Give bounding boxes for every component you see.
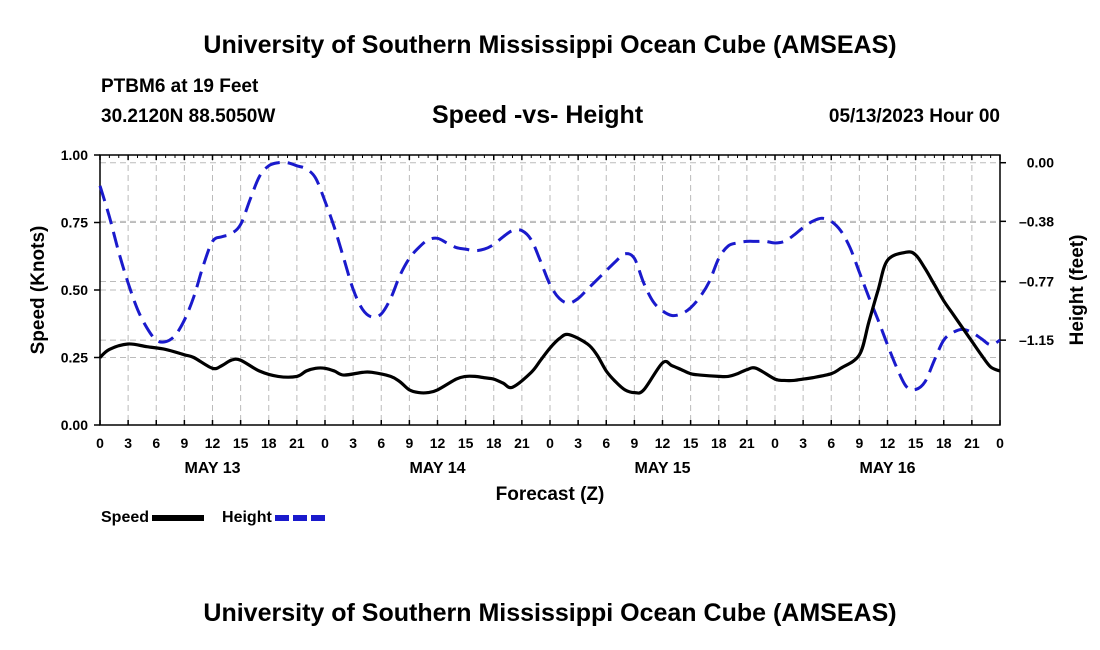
x-tick-label: 0 — [996, 435, 1004, 451]
x-tick-label: 21 — [964, 435, 980, 451]
x-tick-label: 9 — [405, 435, 413, 451]
day-label: MAY 13 — [184, 460, 240, 477]
x-tick-label: 0 — [546, 435, 554, 451]
legend-speed-swatch — [152, 515, 205, 521]
y2-axis-title: Height (feet) — [1067, 235, 1088, 346]
forecast-datetime: 05/13/2023 Hour 00 — [828, 106, 1000, 127]
day-label: MAY 15 — [634, 460, 690, 477]
x-tick-label: 15 — [908, 435, 924, 451]
y-axis-title: Speed (Knots) — [28, 226, 49, 355]
x-tick-label: 3 — [349, 435, 357, 451]
x-tick-label: 3 — [799, 435, 807, 451]
x-tick-label: 18 — [486, 435, 502, 451]
y2-tick-label: 0.00 — [1027, 155, 1054, 171]
x-tick-label: 12 — [205, 435, 221, 451]
legend-height-label: Height — [222, 509, 272, 526]
day-label: MAY 16 — [859, 460, 915, 477]
x-axis-title: Forecast (Z) — [496, 484, 605, 505]
x-tick-label: 6 — [377, 435, 385, 451]
x-tick-label: 0 — [96, 435, 104, 451]
x-tick-label: 6 — [827, 435, 835, 451]
x-tick-label: 21 — [289, 435, 305, 451]
y-tick-label: 0.25 — [61, 350, 88, 366]
main-title: University of Southern Mississippi Ocean… — [203, 31, 897, 59]
x-tick-label: 12 — [880, 435, 896, 451]
x-tick-label: 6 — [602, 435, 610, 451]
plot-frame — [99, 154, 1001, 426]
x-tick-label: 0 — [321, 435, 329, 451]
x-tick-label: 6 — [152, 435, 160, 451]
coordinates-label: 30.2120N 88.5050W — [101, 106, 276, 127]
y-tick-label: 1.00 — [61, 147, 88, 163]
x-tick-label: 15 — [233, 435, 249, 451]
x-tick-label: 18 — [936, 435, 952, 451]
x-tick-label: 12 — [655, 435, 671, 451]
x-tick-label: 15 — [458, 435, 474, 451]
x-tick-label: 3 — [124, 435, 132, 451]
y2-tick-label: –0.38 — [1019, 213, 1054, 229]
legend-speed-label: Speed — [101, 509, 150, 526]
day-label: MAY 14 — [409, 460, 465, 477]
footer-title: University of Southern Mississippi Ocean… — [203, 599, 897, 627]
y-tick-label: 0.00 — [61, 417, 88, 433]
y-tick-label: 0.75 — [61, 215, 88, 231]
x-tick-label: 9 — [180, 435, 188, 451]
x-tick-label: 0 — [771, 435, 779, 451]
legend-height-swatch — [274, 515, 327, 521]
legend: Speed Height — [101, 509, 345, 527]
x-tick-label: 3 — [574, 435, 582, 451]
x-tick-label: 12 — [430, 435, 446, 451]
x-tick-label: 21 — [514, 435, 530, 451]
x-tick-label: 9 — [855, 435, 863, 451]
x-tick-label: 21 — [739, 435, 755, 451]
y2-tick-label: –1.15 — [1019, 332, 1054, 348]
y2-tick-label: –0.77 — [1019, 274, 1054, 290]
x-tick-label: 18 — [711, 435, 727, 451]
y-tick-label: 0.50 — [61, 282, 88, 298]
x-tick-label: 18 — [261, 435, 277, 451]
x-tick-label: 9 — [630, 435, 638, 451]
chart-subtitle: Speed -vs- Height — [432, 101, 644, 129]
series-line-speed — [98, 250, 1001, 395]
x-tick-label: 15 — [683, 435, 699, 451]
station-label: PTBM6 at 19 Feet — [101, 76, 259, 97]
series-line-height — [98, 160, 1001, 392]
